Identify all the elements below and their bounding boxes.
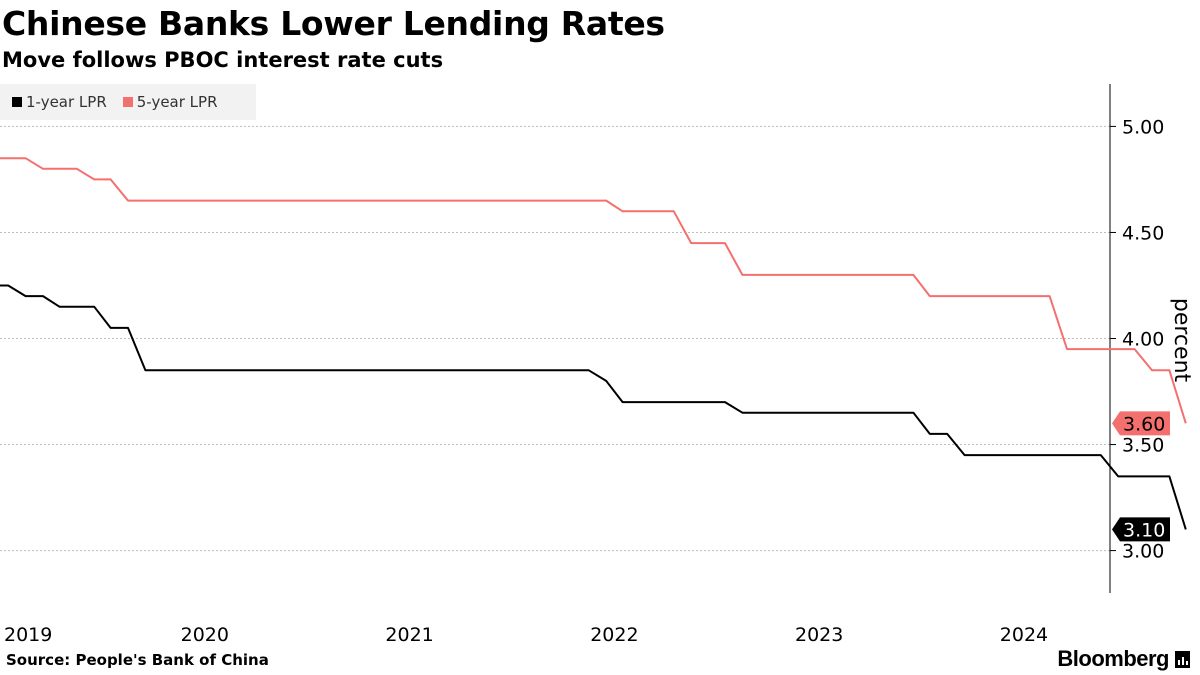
bloomberg-logo: Bloomberg bbox=[1057, 646, 1190, 672]
end-value-labels: 3.10 3.60 bbox=[1112, 411, 1170, 542]
end-label-1-year: 3.10 bbox=[1123, 519, 1165, 541]
legend-item-5-year: 5-year LPR bbox=[122, 93, 218, 111]
gridlines bbox=[0, 125, 1110, 552]
end-label-tag-5-year bbox=[1112, 411, 1170, 436]
legend-label-1-year: 1-year LPR bbox=[26, 93, 107, 111]
y-tick-label: 4.00 bbox=[1122, 329, 1164, 351]
x-tick-label: 2020 bbox=[181, 624, 229, 646]
x-tick-label: 2019 bbox=[4, 624, 52, 646]
x-tick-label: 2021 bbox=[385, 624, 433, 646]
legend-swatch-1-year bbox=[12, 97, 22, 107]
y-axis: 3.00 3.50 4.00 4.50 5.00 bbox=[1109, 84, 1164, 593]
x-tick-label: 2024 bbox=[1000, 624, 1048, 646]
x-tick-label: 2023 bbox=[795, 624, 843, 646]
y-tick-label: 3.00 bbox=[1122, 541, 1164, 563]
series-line-5-year bbox=[0, 157, 1187, 424]
legend-swatch-5-year bbox=[122, 97, 133, 107]
bar-chart-icon bbox=[1175, 650, 1190, 668]
legend-item-1-year: 1-year LPR bbox=[12, 93, 107, 111]
chart-subtitle: Move follows PBOC interest rate cuts bbox=[2, 48, 444, 72]
brand-wordmark: Bloomberg bbox=[1057, 646, 1169, 671]
x-axis: 2019 2020 2021 2022 2023 2024 bbox=[4, 624, 1048, 646]
y-tick-label: 4.50 bbox=[1122, 222, 1164, 244]
chart-title: Chinese Banks Lower Lending Rates bbox=[2, 4, 665, 43]
end-label-5-year: 3.60 bbox=[1123, 413, 1165, 435]
series-line-1-year bbox=[0, 284, 1187, 530]
legend-label-5-year: 5-year LPR bbox=[136, 93, 218, 111]
y-tick-label: 3.50 bbox=[1122, 435, 1164, 457]
series-lines bbox=[0, 157, 1187, 530]
source-note: Source: People's Bank of China bbox=[6, 651, 269, 669]
x-tick-label: 2022 bbox=[590, 624, 638, 646]
y-axis-title: percent bbox=[1169, 298, 1194, 383]
y-tick-label: 5.00 bbox=[1122, 116, 1164, 138]
legend: 1-year LPR 5-year LPR bbox=[0, 84, 256, 120]
end-label-tag-1-year bbox=[1112, 517, 1170, 542]
